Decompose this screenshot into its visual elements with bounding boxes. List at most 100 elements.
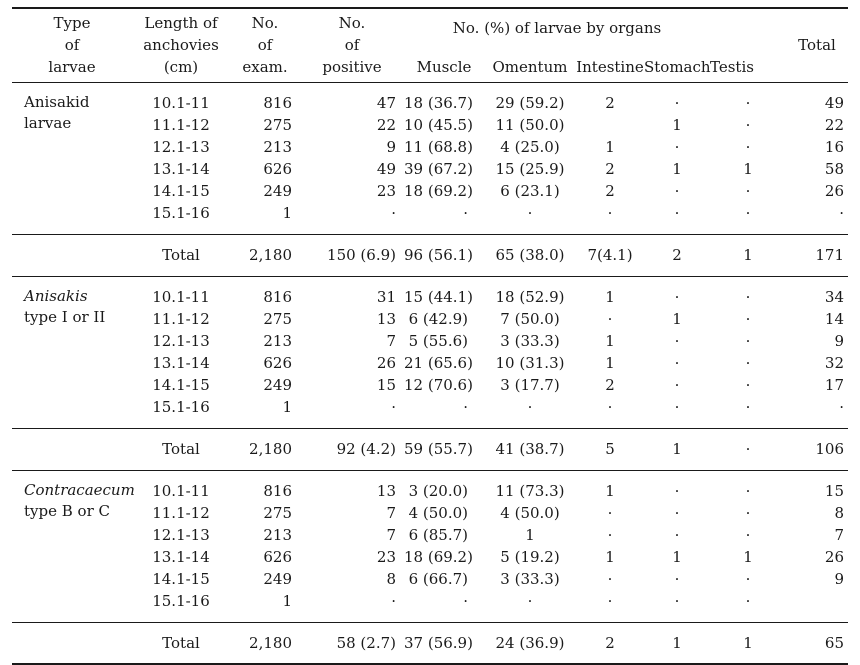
intestine-cell: ·	[607, 526, 613, 544]
header-omentum: Omentum	[484, 42, 576, 83]
stomach-cell: ·	[674, 94, 680, 113]
testis-cell: ·	[745, 288, 751, 307]
exam-cell: 213	[263, 332, 292, 350]
positive-cell: ·	[391, 397, 396, 416]
stomach-cell: ·	[674, 504, 680, 522]
testis-cell: ·	[710, 427, 786, 471]
positive-cell: 7	[386, 504, 396, 522]
positive-cell: 49	[376, 160, 396, 178]
total-row: Total 2,180 58 (2.7) 37 (56.9) 24 (36.9) 2 1 1 6…	[12, 621, 848, 665]
positive-cell: 92 (4.2)	[300, 427, 404, 471]
stomach-cell: ·	[674, 288, 680, 307]
stomach-cell: ·	[674, 182, 680, 200]
omentum-cell: 6 (23.1)	[500, 182, 560, 200]
testis-cell: 1	[710, 233, 786, 277]
table-row: 13.1-14 626 49 39 (67.2) 15 (25.9) 2 1 1 58	[12, 158, 848, 180]
positive-cell: 7	[386, 526, 396, 544]
testis-cell: 1	[743, 160, 753, 178]
testis-cell: ·	[745, 354, 751, 372]
testis-cell: ·	[745, 94, 751, 113]
table-row: 14.1-15 249 23 18 (69.2) 6 (23.1) 2 · · 26	[12, 180, 848, 202]
header-muscle: Muscle	[404, 42, 484, 83]
intestine-cell: 1	[605, 138, 615, 156]
exam-cell: 816	[263, 288, 292, 307]
testis-cell: ·	[745, 482, 751, 501]
total-cell: 106	[786, 427, 848, 471]
omentum-cell: 41 (38.7)	[484, 427, 576, 471]
muscle-cell: 6 (66.7)	[408, 570, 468, 588]
length-cell: 11.1-12	[152, 310, 210, 328]
muscle-cell: 21 (65.6)	[404, 354, 473, 372]
header-length: Length of anchovies (cm)	[132, 7, 230, 83]
stomach-cell: ·	[674, 526, 680, 544]
header-positive: No. of positive	[300, 7, 404, 83]
testis-cell: 1	[743, 548, 753, 566]
intestine-cell: ·	[607, 397, 613, 416]
length-cell: 14.1-15	[152, 570, 210, 588]
intestine-cell: 2	[605, 182, 615, 200]
exam-cell: 213	[263, 526, 292, 544]
table-row: larvae 11.1-12 275 22 10 (45.5) 11 (50.0) 1 · 22	[12, 114, 848, 136]
exam-cell: 2,180	[230, 621, 300, 665]
positive-cell: 31	[376, 288, 396, 307]
testis-cell: ·	[745, 116, 751, 134]
stomach-cell: ·	[674, 591, 680, 610]
total-cell: 14	[824, 310, 844, 328]
muscle-cell: 18 (69.2)	[404, 182, 473, 200]
type-cell	[12, 374, 132, 396]
total-cell: 15	[824, 482, 844, 501]
omentum-cell: ·	[527, 397, 533, 416]
type-cell	[12, 427, 132, 471]
length-cell: 13.1-14	[152, 160, 210, 178]
exam-cell: 1	[282, 591, 292, 610]
header-organs-group: No. (%) of larvae by organs	[404, 7, 710, 42]
type-cell	[12, 233, 132, 277]
type-cell	[12, 352, 132, 374]
exam-cell: 626	[263, 548, 292, 566]
stomach-cell: ·	[674, 203, 680, 222]
type-cell	[12, 180, 132, 202]
total-label: Total	[132, 621, 230, 665]
type-cell: type B or C	[24, 502, 110, 520]
total-cell: 65	[786, 621, 848, 665]
total-cell: 171	[786, 233, 848, 277]
positive-cell: 9	[386, 138, 396, 156]
positive-cell: 23	[376, 548, 396, 566]
exam-cell: 275	[263, 504, 292, 522]
total-cell: ·	[839, 203, 844, 222]
total-cell: 26	[824, 182, 844, 200]
exam-cell: 275	[263, 116, 292, 134]
exam-cell: 2,180	[230, 233, 300, 277]
stomach-cell: ·	[674, 354, 680, 372]
type-cell	[12, 136, 132, 158]
length-cell: 10.1-11	[152, 94, 210, 113]
testis-cell: ·	[745, 397, 751, 416]
table-row: 13.1-14 626 23 18 (69.2) 5 (19.2) 1 1 1 26	[12, 546, 848, 568]
omentum-cell: 5 (19.2)	[500, 548, 560, 566]
muscle-cell: 59 (55.7)	[404, 427, 484, 471]
length-cell: 15.1-16	[152, 591, 210, 610]
total-cell: 9	[834, 570, 844, 588]
table-row: 12.1-13 213 9 11 (68.8) 4 (25.0) 1 · · 16	[12, 136, 848, 158]
total-label: Total	[132, 427, 230, 471]
positive-cell: 23	[376, 182, 396, 200]
table-row: Anisakis 10.1-11 816 31 15 (44.1) 18 (52.9) 1 ·…	[12, 276, 848, 308]
muscle-cell: 12 (70.6)	[404, 376, 473, 394]
exam-cell: 2,180	[230, 427, 300, 471]
muscle-cell: ·	[463, 591, 468, 610]
omentum-cell: 4 (50.0)	[500, 504, 560, 522]
type-cell	[12, 158, 132, 180]
positive-cell: 47	[376, 94, 396, 113]
muscle-cell: 96 (56.1)	[404, 233, 484, 277]
table-row: Contracaecum 10.1-11 816 13 3 (20.0) 11 (73.3…	[12, 470, 848, 502]
intestine-cell: 2	[576, 621, 644, 665]
length-cell: 15.1-16	[152, 203, 210, 222]
testis-cell: ·	[745, 376, 751, 394]
total-cell: 32	[824, 354, 844, 372]
omentum-cell: ·	[527, 591, 533, 610]
intestine-cell: 1	[605, 548, 615, 566]
omentum-cell: 1	[525, 526, 535, 544]
length-cell: 13.1-14	[152, 548, 210, 566]
header-stomach: Stomach	[644, 42, 711, 83]
total-cell: 7	[834, 526, 844, 544]
